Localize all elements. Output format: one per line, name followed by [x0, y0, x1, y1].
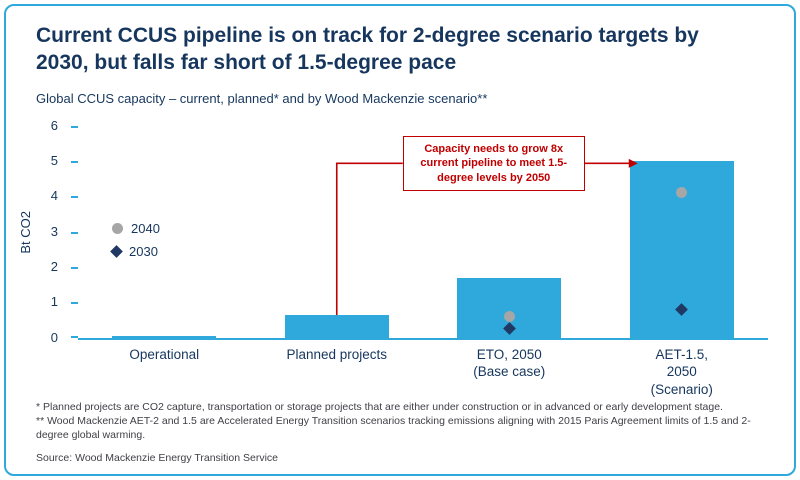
legend-circle-icon — [112, 222, 123, 234]
y-axis-tickmark — [71, 125, 78, 128]
chart-subtitle: Global CCUS capacity – current, planned*… — [36, 90, 488, 106]
x-axis-label: Planned projects — [286, 346, 388, 362]
y-axis-tick: 2 — [50, 258, 58, 274]
y-axis-tick: 6 — [50, 117, 58, 133]
annotation-text: Capacity needs to grow 8x current pipeli… — [420, 142, 568, 184]
y-axis: 0 1 2 3 4 5 6 — [6, 118, 68, 345]
y-axis-tick: 0 — [50, 329, 58, 345]
y-axis-tickmark — [71, 302, 78, 305]
x-axis-label: ETO, 2050 (Base case) — [473, 346, 546, 380]
footnote-planned-projects: * Planned projects are CO2 capture, tran… — [36, 400, 723, 413]
x-axis-label: AET-1.5, 2050 (Scenario) — [650, 346, 713, 397]
legend-label: 2040 — [131, 220, 160, 236]
source-line: Source: Wood Mackenzie Energy Transition… — [36, 452, 279, 465]
bar — [284, 314, 389, 338]
x-axis-label: Operational — [129, 346, 200, 362]
marker-2040 — [503, 310, 515, 322]
y-axis-tickmark — [71, 196, 78, 199]
legend-item-2030: 2030 — [110, 243, 158, 259]
y-axis-tickmark — [71, 266, 78, 269]
y-axis-tickmark — [71, 335, 78, 338]
footnote-aet-scenarios: ** Wood Mackenzie AET-2 and 1.5 are Acce… — [36, 414, 751, 441]
page-title: Current CCUS pipeline is on track for 2-… — [36, 24, 699, 75]
legend-item-2040: 2040 — [112, 221, 160, 236]
x-axis: Operational Planned projects ETO, 2050 (Ba… — [78, 342, 768, 397]
slide: Current CCUS pipeline is on track for 2-… — [4, 4, 796, 476]
legend-diamond-icon — [110, 244, 123, 258]
annotation-box: Capacity needs to grow 8x current pipeli… — [402, 135, 585, 191]
plot-area: Capacity needs to grow 8x current pipeli… — [71, 125, 768, 340]
y-axis-tick: 3 — [50, 223, 58, 239]
bar — [112, 335, 217, 338]
y-axis-tickmark — [71, 160, 78, 163]
marker-2040 — [676, 187, 688, 199]
y-axis-tick: 1 — [50, 294, 58, 310]
footnotes: * Planned projects are CO2 capture, tran… — [36, 400, 764, 443]
legend-label: 2030 — [129, 243, 158, 259]
y-axis-tickmark — [71, 231, 78, 234]
y-axis-tick: 4 — [50, 188, 58, 204]
y-axis-tick: 5 — [50, 152, 58, 168]
